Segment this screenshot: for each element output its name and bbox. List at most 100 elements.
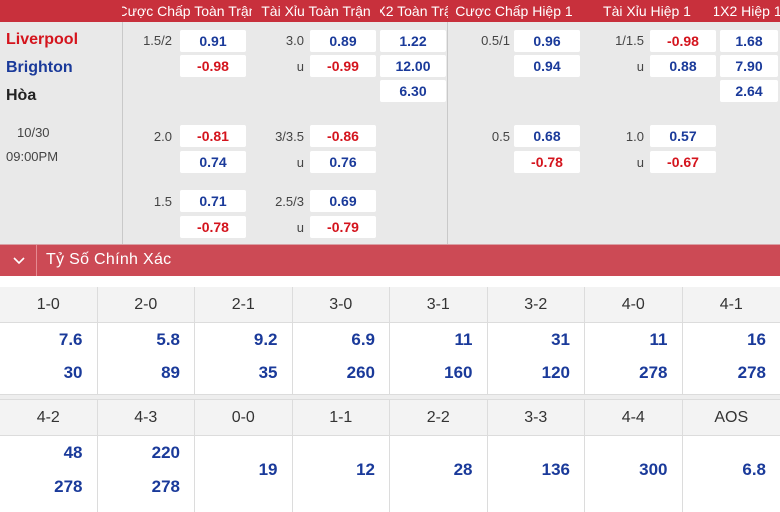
score-odds-home[interactable]: 6.9	[351, 329, 375, 349]
score-label: 4-3	[97, 400, 194, 436]
score-label: 1-0	[0, 287, 97, 323]
h1-over-under-line: 1/1.5	[615, 33, 644, 48]
score-odds[interactable]: 300	[639, 460, 668, 479]
h1-handicap-home-odds[interactable]: 0.68	[514, 125, 580, 147]
score-odds-away[interactable]: 160	[444, 362, 473, 382]
under-label: u	[296, 59, 304, 74]
h1-handicap-away-odds[interactable]: -0.78	[514, 151, 580, 173]
ft-handicap-away-odds[interactable]: -0.78	[180, 216, 246, 238]
score-odds-away[interactable]: 278	[151, 477, 180, 496]
ft-over-odds[interactable]: 0.69	[310, 190, 376, 212]
score-odds-home[interactable]: 11	[454, 329, 473, 349]
score-column: 3-3 136	[487, 400, 585, 512]
header-h1-handicap[interactable]: Cược Chấp Hiệp 1	[455, 3, 573, 19]
score-odds[interactable]: 12	[356, 460, 375, 479]
score-column: 3-1 11 160	[390, 287, 488, 394]
score-label: AOS	[682, 400, 780, 436]
header-h1-over-under[interactable]: Tài Xỉu Hiệp 1	[603, 3, 691, 19]
score-odds-home[interactable]: 9.2	[253, 329, 278, 349]
ft-under-odds[interactable]: -0.99	[310, 55, 376, 77]
score-label: 2-1	[195, 287, 292, 323]
correct-score-section-bar[interactable]: Tỷ Số Chính Xác	[0, 244, 780, 277]
section-divider	[36, 245, 37, 277]
ft-handicap-line: 1.5/2	[143, 33, 172, 48]
ft-under-odds[interactable]: -0.79	[310, 216, 376, 238]
h1-handicap-away-odds[interactable]: 0.94	[514, 55, 580, 77]
score-odds-home[interactable]: 5.8	[156, 329, 180, 349]
h1-over-under-line: 1.0	[625, 129, 644, 144]
score-odds-away[interactable]: 35	[258, 362, 278, 382]
h1-under-odds[interactable]: 0.88	[650, 55, 716, 77]
score-column: 2-0 5.8 89	[97, 287, 195, 394]
header-ft-1x2[interactable]: 1X2 Toàn Trận	[380, 3, 448, 19]
ft-handicap-away-odds[interactable]: 0.74	[180, 151, 246, 173]
score-label: 3-1	[390, 287, 487, 323]
score-column: 2-2 28	[390, 400, 488, 512]
ft-handicap-home-odds[interactable]: 0.91	[180, 30, 246, 52]
score-odds-home[interactable]: 220	[151, 443, 180, 462]
score-odds[interactable]: 28	[453, 460, 473, 479]
ft-over-odds[interactable]: -0.86	[310, 125, 376, 147]
under-label: u	[296, 220, 304, 235]
score-label: 3-2	[487, 287, 584, 323]
ft-handicap-away-odds[interactable]: -0.98	[180, 55, 246, 77]
ft-handicap-line: 2.0	[153, 129, 172, 144]
score-column: 2-1 9.2 35	[195, 287, 293, 394]
score-odds[interactable]: 6.8	[742, 460, 766, 479]
score-column: 1-1 12	[292, 400, 390, 512]
score-odds-home[interactable]: 16	[747, 329, 766, 349]
score-odds-away[interactable]: 120	[541, 362, 570, 382]
score-label: 3-3	[487, 400, 584, 436]
h1-over-odds[interactable]: 0.57	[650, 125, 716, 147]
score-odds-home[interactable]: 11	[649, 329, 668, 349]
score-odds-home[interactable]: 48	[63, 443, 83, 462]
score-column: 4-4 300	[585, 400, 683, 512]
odds-panel: Liverpool Brighton Hòa 10/30 09:00PM 1.5…	[0, 22, 780, 244]
h1-over-odds[interactable]: -0.98	[650, 30, 716, 52]
score-odds-away[interactable]: 260	[346, 362, 375, 382]
home-team-name[interactable]: Liverpool	[6, 31, 79, 48]
away-team-name[interactable]: Brighton	[6, 59, 73, 76]
score-column: 0-0 19	[195, 400, 293, 512]
h1-1x2-home-odds[interactable]: 1.68	[720, 30, 778, 52]
chevron-down-icon[interactable]	[12, 253, 26, 267]
header-ft-handicap[interactable]: Cược Chấp Toàn Trận	[122, 3, 252, 19]
ft-1x2-away-odds[interactable]: 12.00	[380, 55, 446, 77]
ft-1x2-home-odds[interactable]: 1.22	[380, 30, 446, 52]
score-column: 4-1 16 278	[682, 287, 780, 394]
score-odds-away[interactable]: 30	[63, 362, 83, 382]
score-column: 4-3 220 278	[97, 400, 195, 512]
correct-score-row-2: 4-2 48 278 4-3 220 278 0-0 19 1-1 12 2-2…	[0, 400, 780, 512]
score-odds-away[interactable]: 278	[639, 362, 668, 382]
score-odds-away[interactable]: 278	[737, 362, 766, 382]
score-odds-home[interactable]: 31	[551, 329, 570, 349]
under-label: u	[636, 155, 644, 170]
score-label: 1-1	[292, 400, 389, 436]
h1-1x2-draw-odds[interactable]: 2.64	[720, 80, 778, 102]
score-odds[interactable]: 136	[541, 460, 570, 479]
ft-over-odds[interactable]: 0.89	[310, 30, 376, 52]
score-odds[interactable]: 19	[258, 460, 278, 479]
score-odds-away[interactable]: 278	[54, 477, 83, 496]
header-ft-over-under[interactable]: Tài Xỉu Toàn Trận	[261, 3, 371, 19]
score-label: 4-2	[0, 400, 97, 436]
h1-under-odds[interactable]: -0.67	[650, 151, 716, 173]
score-label: 4-0	[585, 287, 682, 323]
ft-handicap-home-odds[interactable]: -0.81	[180, 125, 246, 147]
score-odds-home[interactable]: 7.6	[58, 329, 83, 349]
ft-handicap-home-odds[interactable]: 0.71	[180, 190, 246, 212]
header-h1-1x2[interactable]: 1X2 Hiệp 1	[714, 3, 780, 19]
score-label: 2-2	[390, 400, 487, 436]
h1-handicap-home-odds[interactable]: 0.96	[514, 30, 580, 52]
section-title: Tỷ Số Chính Xác	[46, 251, 172, 268]
score-column: 3-2 31 120	[487, 287, 585, 394]
ft-1x2-draw-odds[interactable]: 6.30	[380, 80, 446, 102]
h1-handicap-line: 0.5	[491, 129, 510, 144]
score-odds-away[interactable]: 89	[161, 362, 180, 382]
h1-1x2-away-odds[interactable]: 7.90	[720, 55, 778, 77]
column-divider	[122, 22, 123, 244]
score-column: AOS 6.8	[682, 400, 780, 512]
match-time: 09:00PM	[6, 149, 59, 164]
ft-under-odds[interactable]: 0.76	[310, 151, 376, 173]
h1-handicap-line: 0.5/1	[481, 33, 510, 48]
